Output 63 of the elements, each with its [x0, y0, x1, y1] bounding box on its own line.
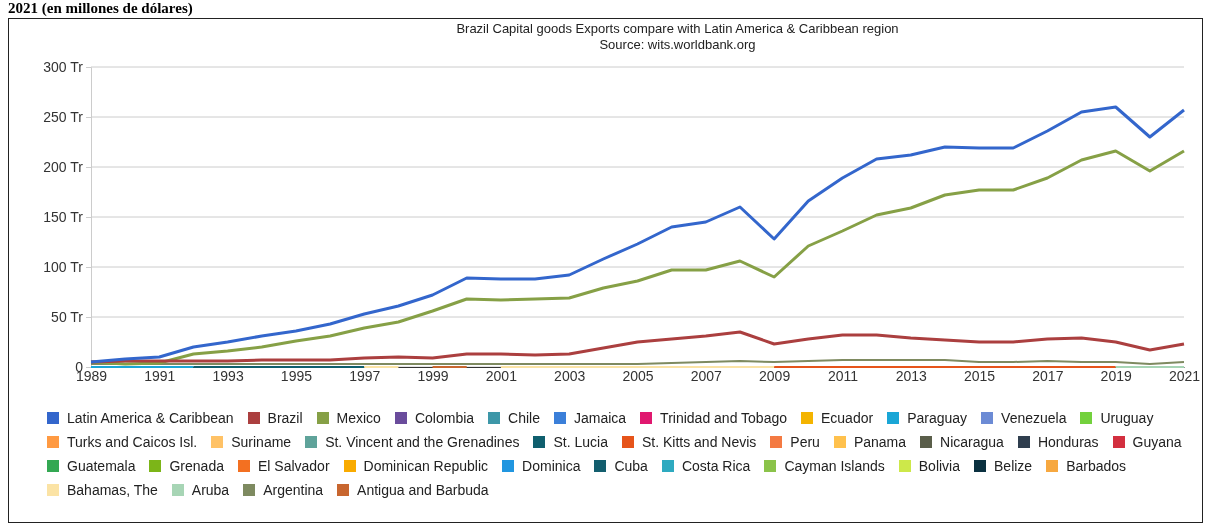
x-tick-label: 1995	[280, 367, 313, 384]
y-tick-label: 200 Tr	[43, 158, 84, 175]
y-tick-label: 50 Tr	[51, 308, 84, 325]
legend-label: El Salvador	[257, 457, 330, 474]
legend-label: Bolivia	[918, 457, 961, 474]
legend-label: Bahamas, The	[67, 481, 158, 498]
x-tick-label: 2009	[759, 367, 791, 384]
legend-label: Mexico	[336, 409, 381, 426]
legend-label: St. Kitts and Nevis	[641, 433, 757, 450]
legend-label: Paraguay	[907, 409, 968, 426]
x-tick-label: 2015	[963, 367, 996, 384]
x-tick-label: 2021	[1168, 367, 1201, 384]
legend-label: Dominica	[522, 457, 581, 474]
legend-label: Argentina	[263, 481, 324, 498]
x-tick-label: 2001	[485, 367, 518, 384]
legend-label: Peru	[790, 433, 820, 450]
chart-title: Brazil Capital goods Exports compare with Latin America & Caribbean region	[456, 21, 899, 36]
x-tick-label: 2017	[1032, 367, 1064, 384]
legend-label: Guatemala	[67, 457, 136, 474]
y-tick-label: 100 Tr	[43, 258, 84, 275]
y-tick-label: 150 Tr	[43, 208, 84, 225]
x-tick-label: 2013	[895, 367, 928, 384]
legend-label: Guyana	[1132, 433, 1182, 450]
legend-label: Uruguay	[1100, 409, 1154, 426]
legend-label: Cayman Islands	[784, 457, 885, 474]
legend-label: Antigua and Barbuda	[357, 481, 489, 498]
line-series	[89, 105, 1186, 364]
legend-label: Barbados	[1066, 457, 1127, 474]
x-tick-label: 2005	[622, 367, 654, 384]
legend-label: St. Lucia	[553, 433, 608, 450]
x-tick-label: 2007	[690, 367, 723, 384]
legend-label: Suriname	[231, 433, 292, 450]
legend-label: Aruba	[191, 481, 230, 498]
legend-label: Ecuador	[820, 409, 874, 426]
legend-label: Turks and Caicos Isl.	[67, 433, 198, 450]
x-tick-label: 2011	[827, 367, 859, 384]
legend-label: Colombia	[414, 409, 475, 426]
legend-label: Brazil	[267, 409, 303, 426]
legend-label: Honduras	[1037, 433, 1099, 450]
y-tick-label: 250 Tr	[43, 108, 84, 125]
legend-label: Panama	[853, 433, 907, 450]
legend-label: Chile	[508, 409, 540, 426]
text: 2021 (en millones de dólares)	[8, 0, 193, 17]
legend-label: Trinidad and Tobago	[660, 409, 787, 426]
legend-label: Belize	[994, 457, 1033, 474]
chart-subtitle: Source: wits.worldbank.org	[599, 37, 756, 52]
legend-label: Jamaica	[573, 409, 627, 426]
legend-label: Dominican Republic	[363, 457, 489, 474]
line-series	[89, 149, 1186, 366]
x-tick-label: 1993	[212, 367, 244, 384]
x-tick-label: 1997	[349, 367, 381, 384]
legend-label: Latin America & Caribbean	[67, 409, 234, 426]
legend-label: Nicaragua	[940, 433, 1004, 450]
x-tick-label: 1999	[417, 367, 449, 384]
legend-label: Cuba	[614, 457, 648, 474]
legend-label: Venezuela	[1001, 409, 1067, 426]
x-tick-label: 2019	[1100, 367, 1132, 384]
x-tick-label: 1991	[144, 367, 176, 384]
legend-label: St. Vincent and the Grenadines	[325, 433, 520, 450]
legend-label: Costa Rica	[681, 457, 751, 474]
x-tick-label: 2003	[554, 367, 586, 384]
y-tick-label: 300 Tr	[43, 58, 84, 75]
legend-label: Grenada	[169, 457, 224, 474]
